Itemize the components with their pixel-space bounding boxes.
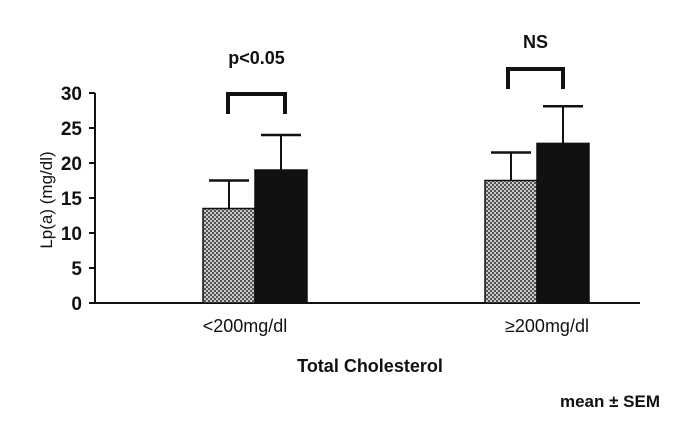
sig-bracket-lt200	[226, 92, 287, 114]
x-category-label: ≥200mg/dl	[505, 316, 589, 336]
y-tick-label: 15	[61, 189, 83, 210]
y-tick-label: 0	[71, 294, 82, 315]
y-tick-label: 30	[61, 84, 82, 105]
bar-lt200-series1	[202, 207, 256, 304]
sig-label-pvalue: p<0.05	[228, 48, 285, 68]
bar-ge200-series2	[536, 142, 590, 304]
y-axis-title: Lp(a) (mg/dl)	[37, 151, 56, 248]
y-tick-label: 5	[71, 259, 82, 280]
y-tick-label: 10	[61, 224, 82, 245]
sig-bracket-ge200	[506, 67, 565, 89]
sig-label-ns: NS	[523, 32, 548, 52]
footnote-mean-sem: mean ± SEM	[560, 392, 660, 411]
x-category-label: <200mg/dl	[203, 316, 288, 336]
bar-lt200-series2	[254, 169, 308, 304]
y-tick-label: 25	[61, 119, 83, 140]
plot-area: 0 5 10 15 20 25 30 <200mg/dl ≥200mg/dl p<0.05 NS	[61, 32, 640, 336]
bar-ge200-series1	[484, 179, 538, 304]
x-axis-title: Total Cholesterol	[297, 356, 443, 376]
y-tick-label: 20	[61, 154, 82, 175]
